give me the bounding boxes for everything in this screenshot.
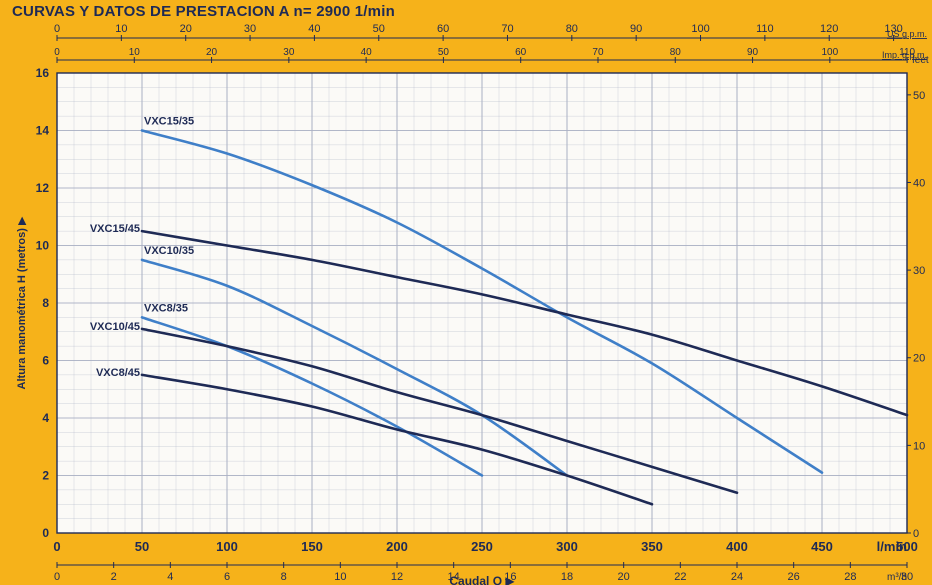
x-lmin-unit: l/min — [877, 539, 907, 554]
x-m3h-tick-label: 4 — [167, 571, 173, 583]
series-label: VXC8/45 — [96, 367, 140, 379]
y-tick-label: 8 — [42, 296, 49, 310]
imp-gpm-tick-label: 80 — [670, 47, 682, 58]
x-m3h-tick-label: 24 — [731, 571, 743, 583]
imp-gpm-tick-label: 20 — [206, 47, 218, 58]
x-m3h-tick-label: 14 — [448, 571, 460, 583]
x-m3h-unit: m³/h — [887, 572, 907, 583]
x-m3h-tick-label: 12 — [391, 571, 403, 583]
series-label: VXC10/35 — [144, 245, 194, 257]
imp-gpm-tick-label: 30 — [283, 47, 295, 58]
feet-tick-label: 30 — [913, 265, 925, 277]
x-m3h-tick-label: 26 — [788, 571, 800, 583]
x-m3h-tick-label: 28 — [844, 571, 856, 583]
us-gpm-tick-label: 30 — [244, 23, 256, 35]
x-lmin-tick-label: 300 — [556, 539, 578, 554]
x-m3h-tick-label: 2 — [111, 571, 117, 583]
x-lmin-tick-label: 50 — [135, 539, 149, 554]
y-tick-label: 10 — [36, 239, 50, 253]
us-gpm-tick-label: 80 — [566, 23, 578, 35]
x-m3h-tick-label: 10 — [334, 571, 346, 583]
series-line-vxc10-35 — [140, 258, 569, 477]
x-axis-label: Caudal Q ▶ — [449, 574, 515, 585]
y-tick-label: 0 — [42, 526, 49, 540]
y-tick-label: 2 — [42, 469, 49, 483]
x-m3h-tick-label: 16 — [504, 571, 516, 583]
feet-tick-label: 10 — [913, 440, 925, 452]
x-m3h-tick-label: 22 — [674, 571, 686, 583]
us-gpm-tick-label: 70 — [501, 23, 513, 35]
series-line-vxc8-45 — [140, 373, 654, 506]
us-gpm-tick-label: 130 — [884, 23, 902, 35]
series-labels: VXC15/35 VXC15/45 VXC10/35 VXC8/35 VXC10/45 V… — [90, 116, 194, 379]
imp-gpm-tick-label: 60 — [515, 47, 527, 58]
us-gpm-tick-label: 60 — [437, 23, 449, 35]
feet-unit-label: feet — [912, 55, 929, 66]
y-tick-label: 6 — [42, 354, 49, 368]
us-gpm-tick-label: 90 — [630, 23, 642, 35]
x-m3h-tick-label: 6 — [224, 571, 230, 583]
us-gpm-tick-label: 40 — [308, 23, 320, 35]
x-lmin-tick-label: 350 — [641, 539, 663, 554]
series-line-vxc15-35 — [140, 129, 824, 474]
plot-frame — [56, 72, 908, 534]
series-label: VXC10/45 — [90, 321, 140, 333]
x-lmin-tick-label: 400 — [726, 539, 748, 554]
x-m3h-tick-label: 18 — [561, 571, 573, 583]
series-label: VXC15/45 — [90, 223, 140, 235]
us-gpm-tick-label: 120 — [820, 23, 838, 35]
us-gpm-tick-label: 10 — [115, 23, 127, 35]
series-label: VXC15/35 — [144, 116, 194, 128]
x-lmin-tick-label: 450 — [811, 539, 833, 554]
x-lmin-tick-label: 500 — [896, 539, 918, 554]
x-lmin-tick-label: 200 — [386, 539, 408, 554]
series-line-vxc8-35 — [140, 316, 484, 477]
y-tick-label: 14 — [36, 124, 50, 138]
y-tick-label: 4 — [42, 411, 49, 425]
imp-gpm-tick-label: 50 — [438, 47, 450, 58]
chart-title: CURVAS Y DATOS DE PRESTACION A n= 2900 1… — [12, 3, 395, 20]
imp-gpm-tick-label: 90 — [747, 47, 759, 58]
imp-gpm-tick-label: 40 — [361, 47, 373, 58]
y-tick-label: 16 — [36, 66, 50, 80]
series-label: VXC8/35 — [144, 302, 188, 314]
feet-tick-label: 0 — [913, 528, 919, 540]
x-m3h-tick-label: 0 — [54, 571, 60, 583]
feet-tick-label: 40 — [913, 177, 925, 189]
imp-gpm-tick-label: 0 — [54, 47, 60, 58]
imp-gpm-tick-label: 10 — [129, 47, 141, 58]
x-lmin-tick-label: 0 — [53, 539, 60, 554]
x-m3h-tick-label: 20 — [618, 571, 630, 583]
y-axis-label: Altura manométrica H (metros) ▶ — [16, 216, 28, 389]
y-tick-label: 12 — [36, 181, 50, 195]
x-m3h-tick-label: 30 — [901, 571, 913, 583]
us-gpm-tick-label: 100 — [691, 23, 709, 35]
us-gpm-tick-label: 50 — [373, 23, 385, 35]
x-lmin-tick-label: 150 — [301, 539, 323, 554]
series-line-vxc15-45 — [140, 229, 909, 417]
us-gpm-tick-label: 0 — [54, 23, 60, 35]
series-line-vxc10-45 — [140, 327, 739, 495]
series-lines — [140, 129, 909, 506]
us-gpm-tick-label: 20 — [180, 23, 192, 35]
us-gpm-tick-label: 110 — [756, 23, 774, 35]
feet-tick-label: 50 — [913, 90, 925, 102]
x-m3h-tick-label: 8 — [281, 571, 287, 583]
us-gpm-unit: US g.p.m. — [887, 29, 927, 39]
imp-gpm-tick-label: 70 — [592, 47, 604, 58]
feet-tick-label: 20 — [913, 353, 925, 365]
imp-gpm-unit: Imp. g.p.m. — [882, 50, 927, 60]
x-lmin-tick-label: 250 — [471, 539, 493, 554]
imp-gpm-tick-label: 100 — [821, 47, 838, 58]
imp-gpm-tick-label: 110 — [899, 47, 915, 58]
x-lmin-tick-label: 100 — [216, 539, 238, 554]
